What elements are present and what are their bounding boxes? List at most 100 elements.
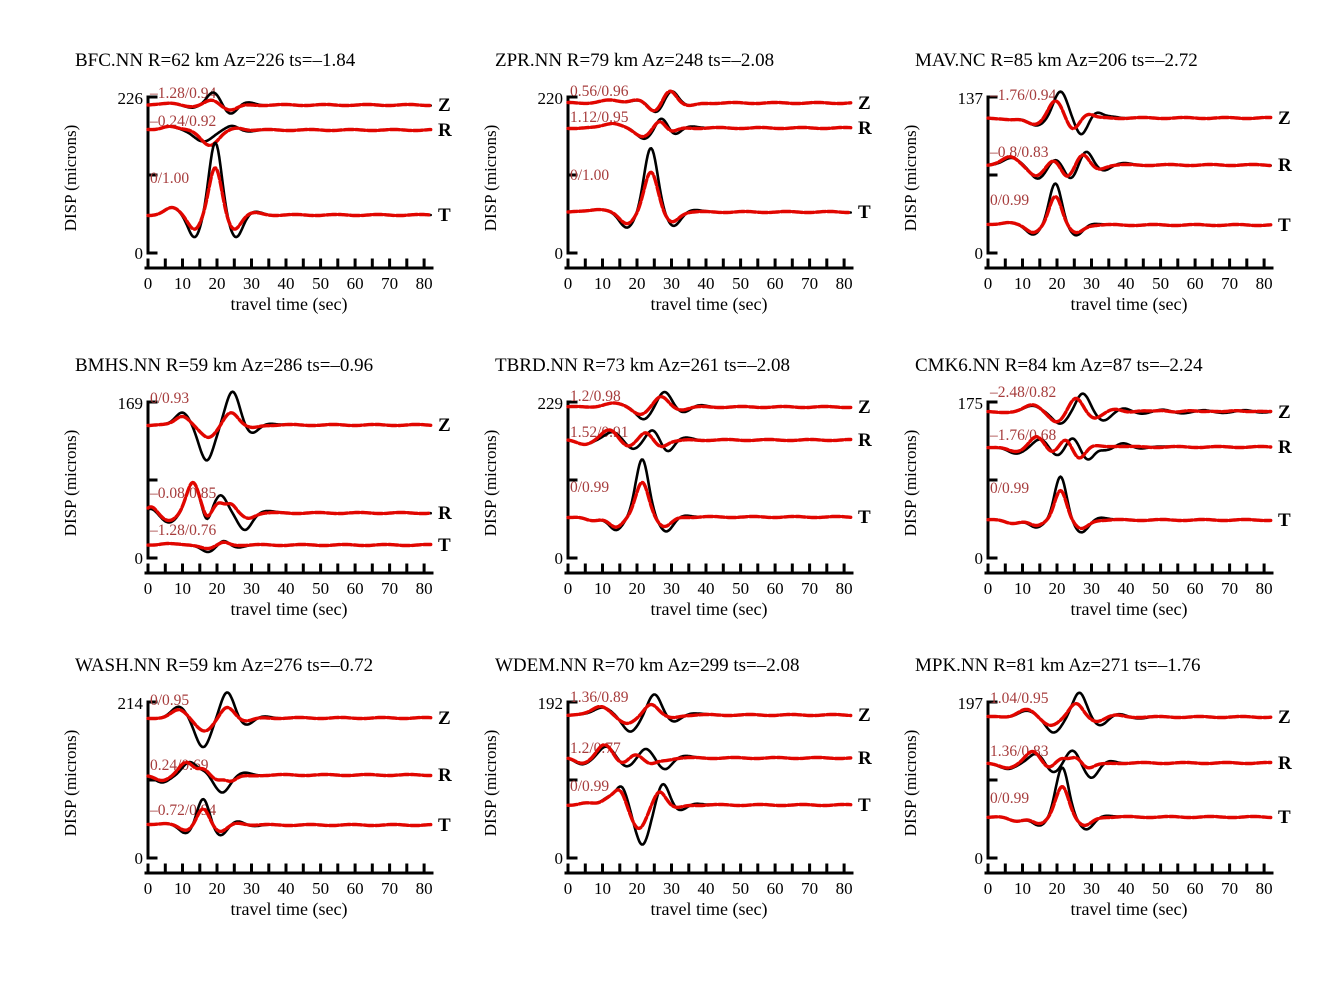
x-axis [144,258,434,270]
y-max-label: 169 [118,394,144,413]
x-tick-label: 40 [278,879,295,898]
observed-waveform-T [146,141,432,239]
component-label-R: R [858,748,872,769]
synthetic-waveform-R [566,743,853,766]
x-axis-label: travel time (sec) [1071,294,1188,315]
x-tick-label: 50 [312,879,329,898]
x-tick-label: 50 [1152,579,1169,598]
y-axis-label: DISP (microns) [61,125,80,232]
x-tick-label: 20 [209,879,226,898]
y-axis [986,400,998,560]
x-axis [144,863,434,875]
x-tick-label: 30 [243,274,260,293]
x-tick-label: 70 [1221,579,1238,598]
y-max-label: 220 [538,89,564,108]
component-label-Z: Z [858,705,871,726]
component-label-T: T [438,535,451,556]
x-tick-label: 0 [564,274,573,293]
synthetic-waveform-R [566,120,853,139]
component-label-R: R [1278,155,1292,176]
y-axis [566,700,578,860]
x-tick-label: 0 [144,879,153,898]
y-axis-label: DISP (microns) [61,430,80,537]
y-zero-label: 0 [975,849,984,868]
component-label-R: R [858,118,872,139]
x-tick-label: 30 [663,274,680,293]
y-zero-label: 0 [135,849,144,868]
x-tick-label: 80 [416,579,433,598]
synthetic-waveform-R [566,428,853,449]
component-label-Z: Z [438,708,451,729]
component-label-T: T [858,507,871,528]
x-tick-label: 50 [1152,879,1169,898]
x-tick-label: 60 [1187,879,1204,898]
waveform-plot: ZPR.NN R=79 km Az=248 ts=–2.08 DISP (micr… [481,50,872,315]
waveform-plot: TBRD.NN R=73 km Az=261 ts=–2.08 DISP (mic… [481,355,872,620]
x-tick-label: 70 [1221,274,1238,293]
shift-corr-annotation-Z: 0/0.95 [150,692,189,709]
shift-corr-annotation-T: 0/0.99 [570,778,609,795]
shift-corr-annotation-T: 0/1.00 [150,170,189,187]
y-zero-label: 0 [975,549,984,568]
component-label-R: R [1278,437,1292,458]
x-tick-label: 30 [243,879,260,898]
x-axis-label: travel time (sec) [231,899,348,920]
waveform-plot: WDEM.NN R=70 km Az=299 ts=–2.08 DISP (mic… [481,655,872,920]
x-tick-label: 70 [1221,879,1238,898]
shift-corr-annotation-Z: 1.04/0.95 [990,690,1049,707]
panel-title: BFC.NN R=62 km Az=226 ts=–1.84 [75,50,356,71]
x-tick-label: 60 [1187,274,1204,293]
y-max-label: 214 [118,694,144,713]
x-tick-label: 60 [347,879,364,898]
synthetic-waveform-T [566,170,853,226]
x-tick-label: 40 [698,274,715,293]
panel-MAV.NC: MAV.NC R=85 km Az=206 ts=–2.72 DISP (micr… [900,40,1320,340]
y-axis [146,95,158,255]
synthetic-waveform-R [986,749,1273,770]
observed-waveform-T [566,458,852,533]
x-tick-label: 30 [663,579,680,598]
x-axis [564,258,854,270]
x-tick-label: 10 [1014,274,1031,293]
y-axis [566,95,578,255]
x-tick-label: 30 [1083,274,1100,293]
x-tick-label: 20 [209,579,226,598]
shift-corr-annotation-R: –0.8/0.83 [989,144,1049,161]
x-tick-label: 10 [174,274,191,293]
synthetic-waveform-R [986,435,1273,460]
x-tick-label: 40 [1118,274,1135,293]
x-tick-label: 80 [836,879,853,898]
x-tick-label: 60 [347,274,364,293]
y-max-label: 175 [958,394,984,413]
x-tick-label: 10 [1014,879,1031,898]
x-tick-label: 20 [629,274,646,293]
y-zero-label: 0 [135,549,144,568]
panel-TBRD.NN: TBRD.NN R=73 km Az=261 ts=–2.08 DISP (mic… [480,345,900,645]
panel-title: MAV.NC R=85 km Az=206 ts=–2.72 [915,50,1198,71]
x-tick-label: 30 [1083,879,1100,898]
x-tick-label: 0 [564,579,573,598]
y-axis-label: DISP (microns) [481,125,500,232]
panel-BMHS.NN: BMHS.NN R=59 km Az=286 ts=–0.96 DISP (mic… [60,345,480,645]
component-label-T: T [1278,215,1291,236]
y-axis [146,700,158,860]
x-tick-label: 60 [1187,579,1204,598]
y-axis [566,400,578,560]
x-axis-label: travel time (sec) [231,599,348,620]
component-label-T: T [858,795,871,816]
component-label-Z: Z [1278,108,1291,129]
x-tick-label: 70 [381,274,398,293]
component-label-T: T [1278,510,1291,531]
waveform-plot: MAV.NC R=85 km Az=206 ts=–2.72 DISP (micr… [901,50,1292,315]
x-tick-label: 0 [984,879,993,898]
shift-corr-annotation-R: 1.2/0.77 [570,740,621,757]
panel-title: TBRD.NN R=73 km Az=261 ts=–2.08 [495,355,790,376]
waveform-plot: CMK6.NN R=84 km Az=87 ts=–2.24 DISP (micr… [901,355,1292,620]
x-axis [564,863,854,875]
synthetic-waveform-T [986,488,1273,531]
component-label-Z: Z [858,397,871,418]
x-tick-label: 50 [732,274,749,293]
y-max-label: 197 [958,694,984,713]
x-axis [984,863,1274,875]
